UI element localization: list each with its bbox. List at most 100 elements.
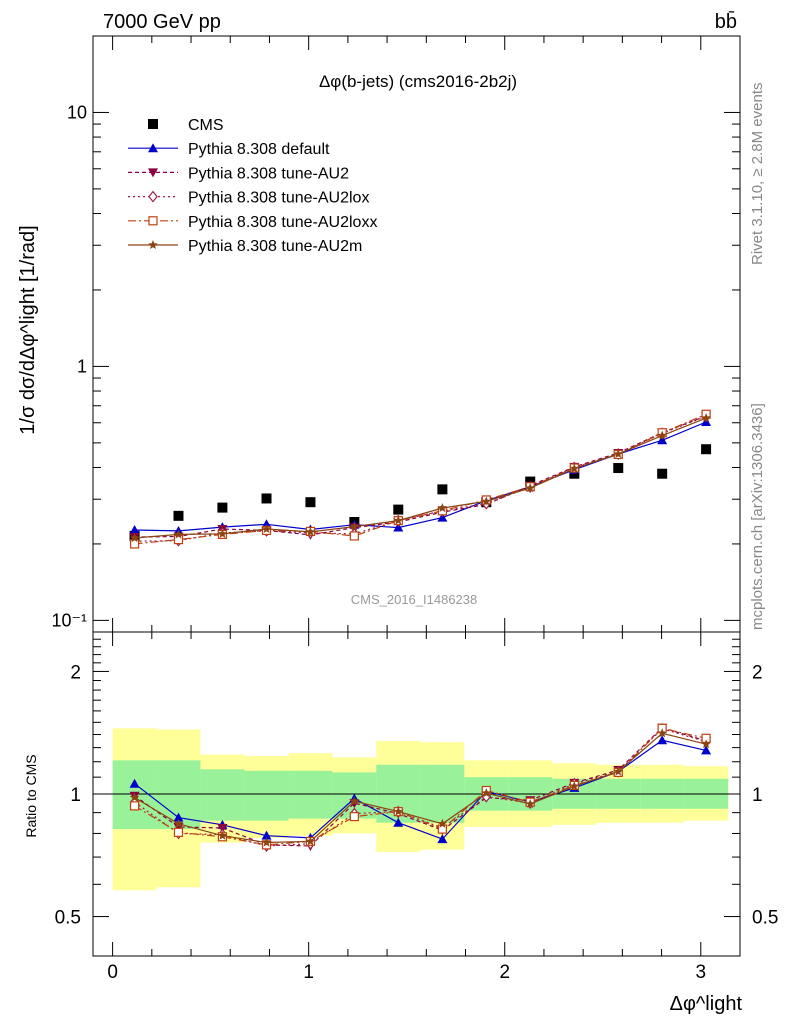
ratio-point-default — [437, 834, 448, 844]
main-point-cms — [569, 468, 580, 479]
ratio-point-au2m — [217, 830, 228, 840]
main-point-cms — [173, 510, 184, 521]
main-point-cms — [261, 493, 272, 504]
main-point-cms — [393, 504, 404, 515]
ratio-point-default — [657, 735, 668, 745]
main-point-au2m — [349, 521, 360, 531]
legend-entry-au2lox: Pythia 8.308 tune-AU2lox — [128, 190, 369, 207]
main-point-au2m — [525, 483, 535, 493]
ratio-y-tick-label-right: 1 — [752, 785, 763, 806]
main-point-au2m — [657, 430, 667, 440]
main-point-au2m — [261, 524, 272, 533]
main-point-au2m — [393, 515, 403, 525]
main-point-cms — [437, 484, 448, 495]
x-tick-label: 2 — [499, 962, 510, 983]
legend-label-cms: CMS — [188, 117, 224, 134]
main-point-au2m — [173, 529, 184, 539]
legend-marker-au2lox — [148, 190, 158, 203]
ratio-point-au2 — [217, 824, 228, 834]
main-point-au2m — [701, 413, 711, 423]
ratio-point-au2 — [173, 822, 184, 832]
main-point-default — [393, 522, 404, 532]
main-point-au2m — [437, 503, 448, 513]
main-point-cms — [701, 444, 712, 455]
legend-label-au2m: Pythia 8.308 tune-AU2m — [188, 238, 362, 255]
ratio-point-au2m — [613, 766, 623, 776]
ratio-point-au2m — [525, 799, 535, 808]
main-point-au2m — [481, 496, 492, 506]
main-point-default — [129, 524, 140, 534]
ratio-band-inner — [244, 770, 289, 821]
main-point-au2m — [613, 449, 623, 458]
main-point-cms — [657, 468, 668, 479]
ratio-y-axis-label: Ratio to CMS — [23, 754, 39, 837]
process-label: bb̄ — [715, 10, 737, 33]
ratio-point-au2loxx — [437, 824, 447, 834]
main-point-cms — [613, 463, 624, 474]
ratio-band-inner — [200, 769, 245, 821]
main-point-au2loxx — [173, 535, 184, 545]
ratio-point-au2m — [657, 728, 667, 738]
ratio-point-default — [261, 830, 272, 840]
ratio-point-default — [129, 778, 140, 788]
legend-marker-au2m — [148, 240, 158, 249]
main-point-au2m — [305, 526, 316, 536]
legend-marker-au2 — [148, 168, 158, 178]
ratio-y-tick-label: 0.5 — [55, 908, 81, 929]
ratio-point-au2m — [261, 837, 272, 847]
ratio-point-au2m — [701, 739, 711, 749]
main-line-au2loxx — [134, 413, 707, 545]
legend-entry-au2: Pythia 8.308 tune-AU2 — [128, 165, 349, 182]
legend-marker-cms — [148, 119, 158, 129]
main-point-default — [437, 512, 448, 522]
legend-label-au2loxx: Pythia 8.308 tune-AU2loxx — [188, 214, 377, 231]
energy-label: 7000 GeV pp — [103, 11, 221, 33]
x-axis-label: Δφ^light — [670, 993, 743, 1015]
legend-entry-au2m: Pythia 8.308 tune-AU2m — [128, 238, 362, 255]
main-y-tick-label: 10⁻¹ — [51, 610, 87, 630]
legend-marker-au2loxx — [148, 216, 158, 226]
ratio-point-au2loxx — [349, 812, 359, 822]
main-line-au2 — [134, 415, 707, 538]
main-point-au2m — [569, 463, 580, 473]
main-point-au2m — [217, 528, 228, 538]
legend-entry-cms: CMS — [148, 117, 224, 134]
legend-marker-default — [148, 143, 158, 153]
legend-label-au2lox: Pythia 8.308 tune-AU2lox — [188, 190, 369, 207]
ratio-point-au2m — [349, 796, 360, 806]
ratio-point-default — [173, 812, 184, 822]
ratio-point-au2m — [393, 806, 403, 816]
main-point-cms — [217, 502, 228, 513]
ratio-point-au2m — [437, 818, 448, 828]
ratio-y-tick-label-right: 0.5 — [752, 908, 778, 929]
main-point-au2loxx — [129, 539, 140, 549]
main-point-default — [657, 435, 668, 445]
legend-entry-default: Pythia 8.308 default — [128, 141, 330, 158]
ratio-point-au2loxx — [129, 801, 140, 811]
x-tick-label: 1 — [303, 962, 314, 983]
ratio-point-default — [393, 817, 404, 827]
main-series-au2m — [129, 413, 711, 543]
x-tick-label: 0 — [107, 962, 118, 983]
mcplots-url-label: mcplots.cern.ch [arXiv:1306.3436] — [749, 403, 766, 630]
ratio-point-au2m — [481, 788, 492, 798]
main-y-axis-label: 1/σ dσ/dΔφ^light [1/rad] — [17, 225, 39, 434]
ratio-point-au2m — [569, 781, 580, 791]
ratio-point-default — [701, 745, 712, 755]
main-y-tick-label: 10 — [67, 102, 87, 122]
ratio-line-au2 — [134, 727, 707, 847]
main-point-au2loxx — [349, 531, 359, 541]
ratio-y-tick-label: 1 — [70, 785, 81, 806]
main-point-au2m — [129, 533, 140, 543]
main-y-tick-label: 1 — [77, 356, 87, 376]
ratio-point-au2m — [305, 836, 316, 846]
ratio-y-tick-label-right: 2 — [752, 662, 763, 683]
ratio-band-inner — [288, 770, 333, 819]
analysis-watermark: CMS_2016_I1486238 — [351, 592, 478, 607]
legend-label-default: Pythia 8.308 default — [188, 141, 330, 158]
ratio-line-au2m — [134, 732, 707, 844]
ratio-series-group — [129, 722, 712, 853]
x-tick-label: 3 — [695, 962, 706, 983]
main-series-au2lox — [129, 410, 711, 548]
